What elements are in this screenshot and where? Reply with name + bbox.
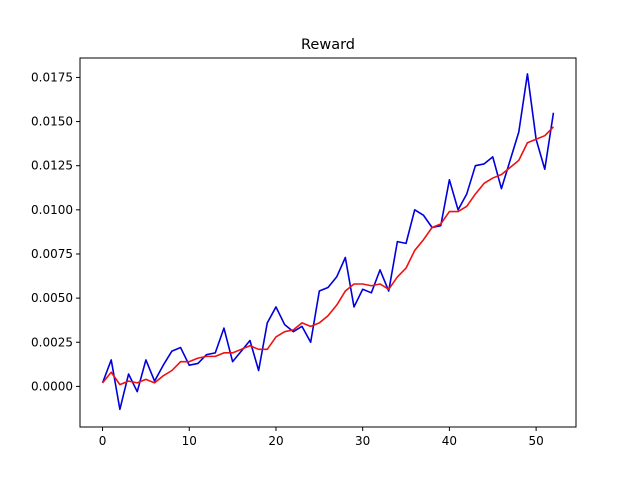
y-tick-label: 0.0000 [31, 379, 73, 393]
x-tick-label: 40 [442, 434, 457, 448]
y-axis-ticks: 0.0000 0.0025 0.0050 0.0075 0.0100 0.0125 0.01… [31, 70, 80, 393]
y-tick-label: 0.0125 [31, 159, 73, 173]
y-tick-label: 0.0150 [31, 115, 73, 129]
plot-area-frame [79, 57, 577, 428]
x-tick-label: 30 [355, 434, 370, 448]
y-tick-label: 0.0175 [31, 70, 73, 84]
y-tick-label: 0.0100 [31, 203, 73, 217]
series-line-1 [101, 73, 555, 411]
x-tick-label: 50 [528, 434, 543, 448]
x-tick-label: 10 [182, 434, 197, 448]
y-tick-label: 0.0050 [31, 291, 73, 305]
x-axis-ticks: 0 10 20 30 40 50 [99, 427, 544, 448]
x-tick-label: 0 [99, 434, 107, 448]
y-tick-label: 0.0075 [31, 247, 73, 261]
series-layer [101, 73, 555, 411]
y-tick-label: 0.0025 [31, 335, 73, 349]
x-tick-label: 20 [268, 434, 283, 448]
chart-title: Reward [301, 37, 355, 53]
series-line-2 [101, 126, 555, 386]
